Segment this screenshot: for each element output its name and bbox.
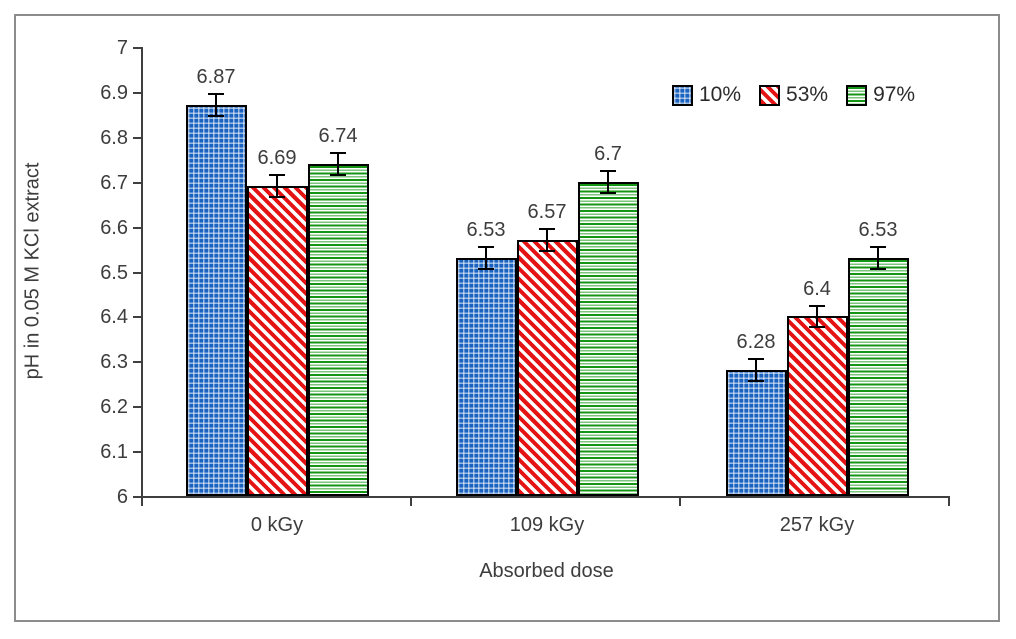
error-bar-cap-bottom [269, 196, 285, 199]
x-category-label: 0 kGy [250, 514, 304, 536]
y-axis-tick [133, 136, 141, 139]
x-axis-title: Absorbed dose [479, 560, 614, 582]
bar-value-label: 6.69 [257, 147, 297, 170]
bar-53%-257kGy [786, 316, 848, 496]
y-axis-tick [133, 361, 141, 364]
x-category-label: 257 kGy [779, 514, 855, 536]
error-bar-cap-bottom [330, 173, 346, 176]
legend-label: 53% [786, 83, 829, 106]
error-bar-line [755, 360, 757, 381]
bar-value-label: 6.7 [594, 142, 622, 165]
error-bar-cap-top [870, 246, 886, 249]
x-axis-line [141, 496, 950, 498]
legend-item-10pct: 10% [672, 83, 741, 107]
error-bar-line [276, 176, 278, 197]
error-bar-cap-bottom [478, 267, 494, 270]
bar-value-label: 6.28 [736, 331, 776, 354]
bar-value-label: 6.57 [527, 201, 567, 224]
error-bar-cap-top [600, 169, 616, 172]
error-bar-line [816, 306, 818, 327]
y-axis-tick-label: 6.1 [100, 441, 128, 464]
y-axis-tick [133, 496, 141, 498]
legend-swatch-blue [672, 84, 693, 106]
y-axis-tick-label: 6.3 [100, 351, 128, 374]
bar-10%-257kGy [725, 370, 787, 496]
error-bar-cap-top [809, 304, 825, 307]
error-bar-line [546, 230, 548, 250]
error-bar-line [877, 248, 879, 268]
x-axis-tick [679, 496, 681, 506]
y-axis-tick [133, 406, 141, 409]
bar-97%-257kGy [847, 258, 909, 496]
error-bar-cap-bottom [748, 380, 764, 383]
y-axis-tick-label: 6.9 [100, 81, 128, 104]
legend-item-53pct: 53% [759, 83, 828, 107]
error-bar-cap-bottom [539, 249, 555, 252]
y-axis-tick-label: 6.2 [100, 396, 128, 419]
error-bar-line [485, 248, 487, 268]
error-bar-cap-top [539, 228, 555, 231]
bar-value-label: 6.87 [196, 66, 236, 89]
bar-10%-0kGy [185, 105, 247, 496]
legend-item-97pct: 97% [846, 83, 915, 107]
x-axis-tick [141, 496, 143, 506]
y-axis-tick-label: 6.8 [100, 126, 128, 149]
legend-label: 10% [699, 83, 742, 106]
error-bar-cap-top [269, 174, 285, 177]
y-axis-tick-label: 6.4 [100, 306, 128, 329]
legend-label: 97% [873, 83, 916, 106]
bar-value-label: 6.74 [318, 124, 358, 147]
error-bar-cap-top [478, 246, 494, 249]
error-bar-cap-bottom [809, 326, 825, 329]
bar-97%-109kGy [577, 181, 639, 496]
error-bar-cap-bottom [208, 115, 224, 118]
bar-97%-0kGy [307, 163, 369, 496]
y-axis-tick [133, 181, 141, 184]
bar-value-label: 6.53 [466, 219, 506, 242]
error-bar-cap-top [748, 358, 764, 361]
y-axis-tick-label: 6.7 [100, 171, 128, 194]
y-axis-tick [133, 271, 141, 274]
bar-value-label: 6.53 [858, 219, 898, 242]
y-axis-tick [133, 316, 141, 319]
y-axis-tick-label: 7 [116, 37, 128, 59]
bar-10%-109kGy [455, 258, 517, 496]
legend: 10% 53% 97% [672, 83, 915, 107]
legend-swatch-red [759, 84, 781, 106]
error-bar-line [607, 171, 609, 192]
bar-53%-109kGy [516, 240, 578, 496]
legend-swatch-green [846, 84, 868, 106]
error-bar-cap-top [208, 93, 224, 96]
x-axis-tick [410, 496, 412, 506]
error-bar-line [337, 153, 339, 174]
y-axis-tick [133, 451, 141, 454]
x-axis-tick [948, 496, 950, 506]
error-bar-line [215, 95, 217, 116]
y-axis-tick [133, 91, 141, 94]
y-axis-tick-label: 6.6 [100, 216, 128, 239]
x-category-label: 109 kGy [509, 514, 585, 536]
y-axis-tick [133, 226, 141, 229]
y-axis-tick [133, 47, 141, 49]
y-axis-tick-label: 6.5 [100, 261, 128, 284]
y-axis-line [141, 47, 143, 498]
error-bar-cap-bottom [870, 267, 886, 270]
y-axis-title: pH in 0.05 M KCl extract [21, 162, 44, 380]
y-axis-tick-label: 6 [116, 486, 128, 508]
bar-value-label: 6.4 [803, 277, 831, 300]
error-bar-cap-bottom [600, 191, 616, 194]
error-bar-cap-top [330, 151, 346, 154]
bar-53%-0kGy [246, 186, 308, 496]
